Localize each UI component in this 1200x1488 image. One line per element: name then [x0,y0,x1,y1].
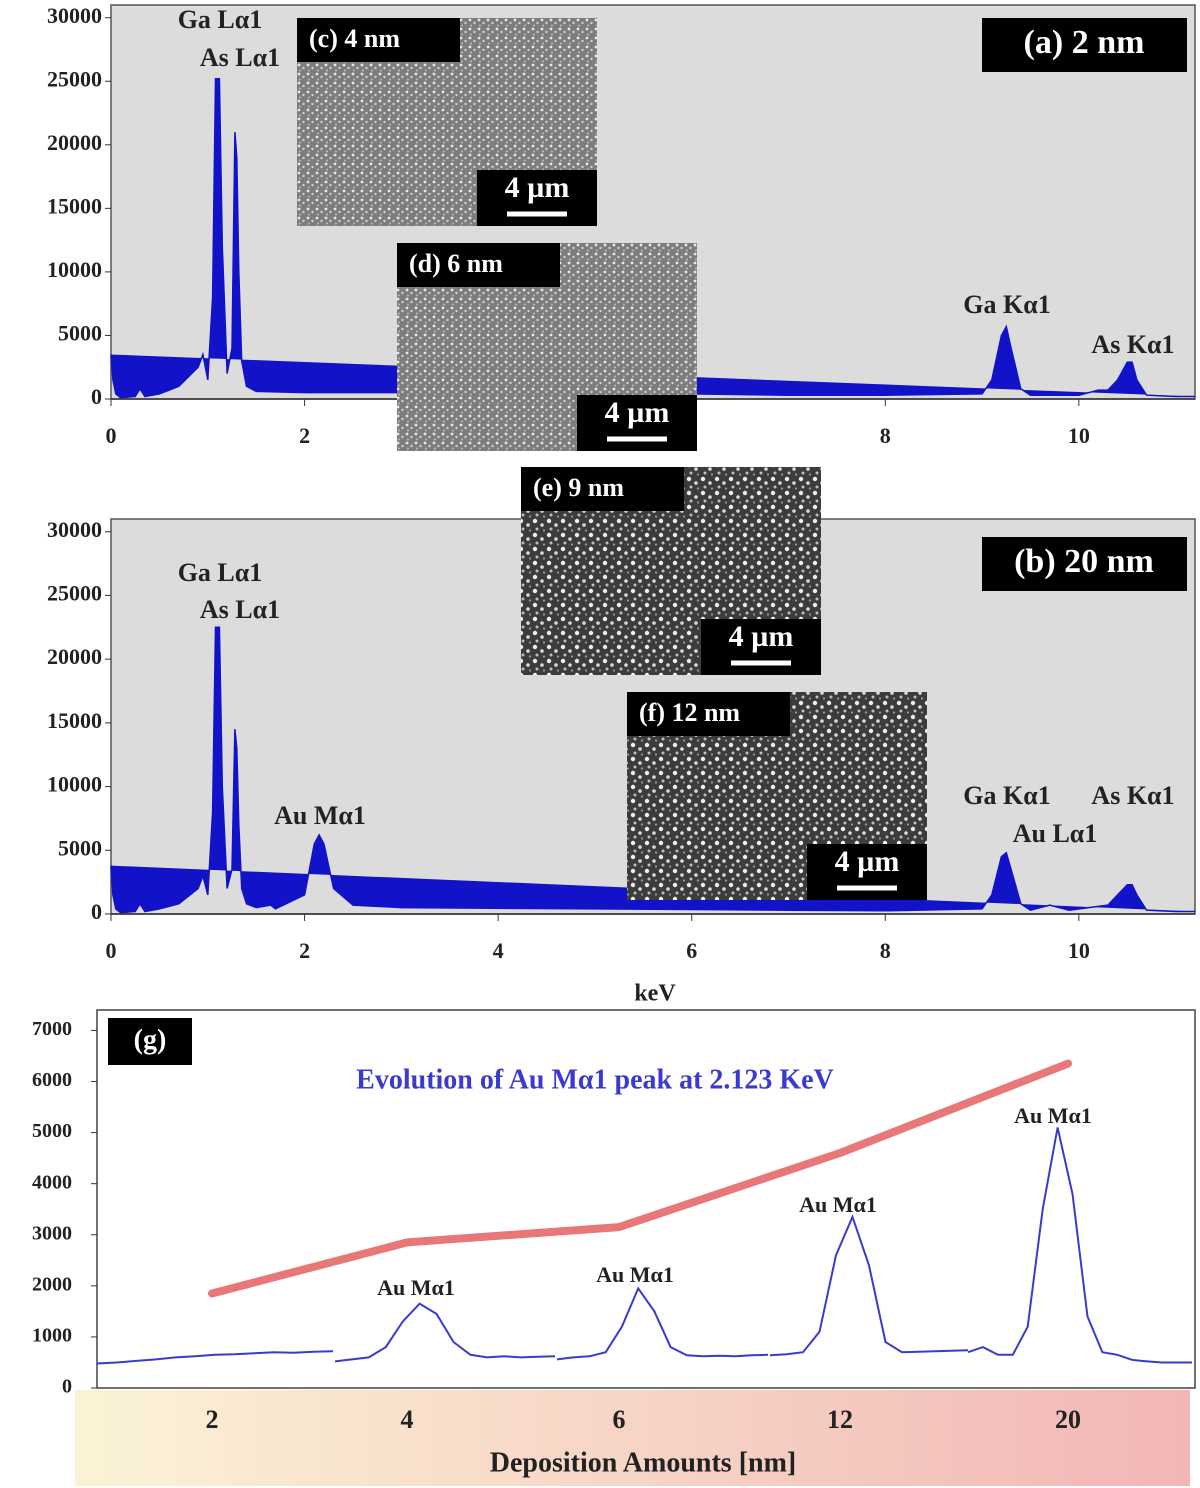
y-tick-label: 10000 [47,772,102,797]
peak-label: Au Mα1 [799,1192,877,1217]
y-tick-label: 2000 [32,1273,72,1295]
y-tick-label: 20000 [47,130,102,155]
trend-line [208,1059,1072,1298]
inset-label: (d) 6 nm [409,249,503,278]
y-tick-label: 30000 [47,517,102,542]
peak-label: As Lα1 [200,43,280,72]
peak-label: Ga Kα1 [963,290,1050,319]
x-tick-label: 6 [613,1405,626,1434]
y-tick-label: 5000 [32,1120,72,1142]
scale-label: 4 µm [729,620,794,653]
inset-label: (f) 12 nm [639,698,740,727]
peak-label: Au Mα1 [377,1275,455,1300]
scale-box [477,170,597,226]
x-tick-label: 10 [1068,938,1090,963]
y-tick-label: 5000 [58,835,102,860]
peak-label: Au Mα1 [596,1262,674,1287]
panel-label-box [108,1018,192,1065]
scale-box [701,619,821,675]
x-tick-label: 8 [880,423,891,448]
chart-title: Evolution of Au Mα1 peak at 2.123 KeV [356,1064,834,1095]
y-tick-label: 7000 [32,1018,72,1040]
x-tick-label: 2 [299,423,310,448]
y-tick-label: 25000 [47,66,102,91]
peak-label: Ga Lα1 [178,5,263,34]
inset-label-box [627,692,790,736]
peak-label: Au Mα1 [274,801,366,830]
x-band [75,1390,1190,1486]
x-axis-label: keV [634,981,676,1007]
y-tick-label: 6000 [32,1069,72,1091]
inset-label-box [297,18,460,62]
panel-label-box [982,537,1187,591]
x-axis-label: Deposition Amounts [nm] [490,1447,796,1478]
y-tick-label: 15000 [47,708,102,733]
y-tick-label: 5000 [58,320,102,345]
y-tick-label: 30000 [47,3,102,28]
panel-label: (b) 20 nm [1014,543,1154,580]
panel-label: (g) [134,1024,167,1055]
inset-label-box [521,467,684,511]
scale-label: 4 µm [835,845,900,878]
panel-label: (a) 2 nm [1024,24,1145,61]
y-tick-label: 15000 [47,193,102,218]
peak-trace [967,1127,1192,1364]
scale-box [807,844,927,900]
peak-label: As Kα1 [1091,330,1174,359]
x-tick-label: 0 [106,938,117,963]
inset-label-box [397,243,560,287]
peak-trace [334,1302,556,1363]
peak-trace [96,1350,334,1365]
y-tick-label: 10000 [47,257,102,282]
x-tick-label: 6 [686,938,697,963]
peak-label: Au Mα1 [1014,1103,1092,1128]
y-tick-label: 0 [62,1376,72,1398]
y-tick-label: 0 [91,384,102,409]
scale-box [577,395,697,451]
x-tick-label: 4 [493,938,504,963]
spectrum [110,77,1195,399]
x-tick-label: 4 [401,1405,414,1434]
peak-label: As Kα1 [1091,781,1174,810]
scale-label: 4 µm [605,396,670,429]
y-tick-label: 1000 [32,1325,72,1347]
inset-label: (c) 4 nm [309,24,400,53]
plot-area [96,1009,1196,1389]
x-tick-label: 10 [1068,423,1090,448]
x-tick-label: 0 [106,423,117,448]
x-tick-label: 2 [206,1405,219,1434]
peak-label: Au Lα1 [1013,819,1098,848]
peak-label: As Lα1 [200,595,280,624]
x-tick-label: 8 [880,938,891,963]
y-tick-label: 3000 [32,1222,72,1244]
y-tick-label: 0 [91,899,102,924]
y-tick-label: 25000 [47,580,102,605]
x-tick-label: 20 [1055,1405,1081,1434]
scale-label: 4 µm [505,171,570,204]
peak-label: Ga Lα1 [178,558,263,587]
peak-trace [769,1214,969,1357]
inset-label: (e) 9 nm [533,473,624,502]
x-tick-label: 12 [827,1405,853,1434]
x-tick-label: 2 [299,938,310,963]
y-tick-label: 20000 [47,644,102,669]
spectrum [110,626,1195,914]
peak-trace [556,1286,769,1361]
y-tick-label: 4000 [32,1171,72,1193]
peak-label: Ga Kα1 [963,781,1050,810]
panel-label-box [982,18,1187,72]
